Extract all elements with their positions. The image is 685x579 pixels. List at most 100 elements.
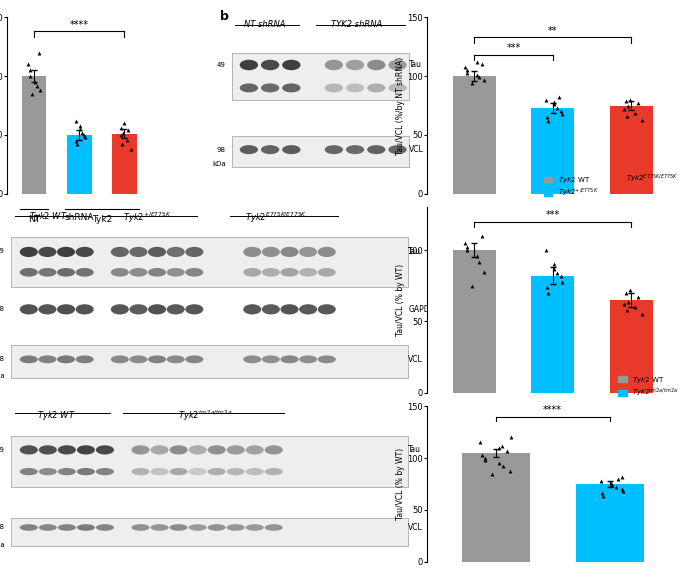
- Bar: [462, 453, 530, 562]
- Ellipse shape: [185, 304, 203, 314]
- Text: 98: 98: [216, 146, 226, 153]
- Ellipse shape: [170, 468, 188, 475]
- Ellipse shape: [96, 445, 114, 455]
- Text: $\it{Tyk2}^{+/E775K}$: $\it{Tyk2}^{+/E775K}$: [123, 210, 172, 225]
- Ellipse shape: [20, 268, 38, 277]
- Ellipse shape: [318, 304, 336, 314]
- Text: NT: NT: [28, 215, 40, 224]
- Ellipse shape: [20, 356, 38, 363]
- Text: VCL: VCL: [409, 145, 424, 154]
- Text: VCL: VCL: [408, 355, 423, 364]
- Ellipse shape: [388, 145, 407, 154]
- Bar: [531, 108, 574, 194]
- Ellipse shape: [166, 268, 185, 277]
- Ellipse shape: [227, 468, 245, 475]
- Ellipse shape: [367, 60, 386, 70]
- Ellipse shape: [240, 145, 258, 154]
- Ellipse shape: [367, 83, 386, 93]
- Ellipse shape: [188, 524, 207, 531]
- Ellipse shape: [264, 524, 283, 531]
- Bar: [11, 345, 408, 378]
- Text: 38: 38: [0, 306, 5, 312]
- Ellipse shape: [282, 60, 301, 70]
- Ellipse shape: [38, 247, 56, 257]
- Ellipse shape: [38, 356, 56, 363]
- Text: kDa: kDa: [0, 541, 5, 548]
- X-axis label: shRNA: shRNA: [538, 213, 567, 222]
- Ellipse shape: [39, 468, 57, 475]
- Ellipse shape: [75, 304, 94, 314]
- Text: NT: NT: [469, 215, 480, 224]
- Ellipse shape: [57, 304, 75, 314]
- Ellipse shape: [185, 356, 203, 363]
- Text: $\it{Tyk2}$ WT: $\it{Tyk2}$ WT: [37, 409, 76, 422]
- Ellipse shape: [262, 247, 280, 257]
- Text: Tyk2: Tyk2: [92, 215, 112, 224]
- Text: Tau: Tau: [409, 60, 422, 69]
- Ellipse shape: [38, 268, 56, 277]
- Bar: [232, 135, 409, 167]
- Text: Tau: Tau: [408, 247, 421, 256]
- Ellipse shape: [185, 247, 203, 257]
- Text: ****: ****: [70, 20, 89, 30]
- Ellipse shape: [20, 304, 38, 314]
- Ellipse shape: [318, 247, 336, 257]
- Text: VCL: VCL: [408, 523, 423, 532]
- Bar: [575, 484, 644, 562]
- Ellipse shape: [166, 247, 185, 257]
- Ellipse shape: [170, 445, 188, 455]
- Ellipse shape: [57, 268, 75, 277]
- Ellipse shape: [299, 247, 317, 257]
- Ellipse shape: [129, 356, 147, 363]
- Ellipse shape: [57, 247, 75, 257]
- Text: Tyk2: Tyk2: [582, 215, 602, 224]
- Ellipse shape: [58, 468, 76, 475]
- Ellipse shape: [299, 304, 317, 314]
- Ellipse shape: [243, 304, 261, 314]
- Ellipse shape: [185, 268, 203, 277]
- Ellipse shape: [111, 356, 129, 363]
- Ellipse shape: [58, 524, 76, 531]
- Ellipse shape: [243, 247, 261, 257]
- Ellipse shape: [132, 524, 149, 531]
- Ellipse shape: [282, 145, 301, 154]
- Ellipse shape: [129, 268, 147, 277]
- Ellipse shape: [39, 445, 57, 455]
- Ellipse shape: [166, 304, 185, 314]
- Ellipse shape: [96, 468, 114, 475]
- Bar: [453, 76, 496, 194]
- Ellipse shape: [166, 356, 185, 363]
- Ellipse shape: [148, 268, 166, 277]
- Ellipse shape: [77, 445, 95, 455]
- Ellipse shape: [20, 247, 38, 257]
- Text: $\it{Tyk2}^{E775K/E775K}$: $\it{Tyk2}^{E775K/E775K}$: [245, 210, 307, 225]
- X-axis label: shRNA: shRNA: [64, 213, 94, 222]
- Ellipse shape: [208, 468, 226, 475]
- Ellipse shape: [280, 304, 299, 314]
- Ellipse shape: [325, 83, 343, 93]
- Ellipse shape: [240, 83, 258, 93]
- Ellipse shape: [318, 268, 336, 277]
- Text: 49: 49: [0, 447, 5, 453]
- Ellipse shape: [246, 524, 264, 531]
- Bar: [11, 237, 408, 287]
- Ellipse shape: [77, 524, 95, 531]
- Text: 98: 98: [0, 525, 5, 530]
- Bar: [112, 134, 137, 194]
- Bar: [453, 250, 496, 393]
- Text: ***: ***: [546, 210, 560, 220]
- Ellipse shape: [111, 304, 129, 314]
- Ellipse shape: [75, 247, 94, 257]
- Y-axis label: Tau/VCL (% by WT): Tau/VCL (% by WT): [396, 264, 405, 336]
- Ellipse shape: [299, 356, 317, 363]
- Ellipse shape: [148, 356, 166, 363]
- Text: NT shRNA: NT shRNA: [244, 20, 285, 29]
- Legend: $\it{Tyk2}$ WT, $\it{Tyk2}^{tm2a/tm2a}$: $\it{Tyk2}$ WT, $\it{Tyk2}^{tm2a/tm2a}$: [617, 373, 680, 400]
- Ellipse shape: [151, 468, 169, 475]
- Bar: [21, 76, 47, 194]
- Ellipse shape: [227, 445, 245, 455]
- Ellipse shape: [170, 524, 188, 531]
- Ellipse shape: [264, 468, 283, 475]
- Ellipse shape: [262, 356, 280, 363]
- Ellipse shape: [261, 60, 279, 70]
